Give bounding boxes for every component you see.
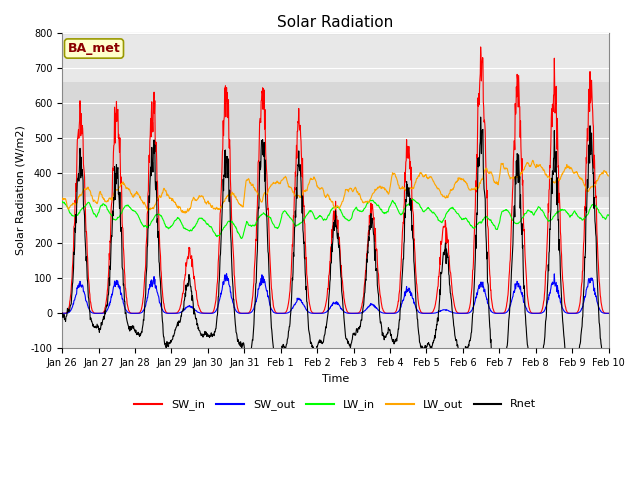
Text: BA_met: BA_met [68, 42, 120, 55]
Bar [62, 33, 609, 82]
Bar [62, 82, 609, 197]
Y-axis label: Solar Radiation (W/m2): Solar Radiation (W/m2) [15, 126, 25, 255]
Title: Solar Radiation: Solar Radiation [277, 15, 394, 30]
Legend: SW_in, SW_out, LW_in, LW_out, Rnet: SW_in, SW_out, LW_in, LW_out, Rnet [130, 395, 541, 415]
X-axis label: Time: Time [322, 373, 349, 384]
Bar [62, 197, 609, 348]
